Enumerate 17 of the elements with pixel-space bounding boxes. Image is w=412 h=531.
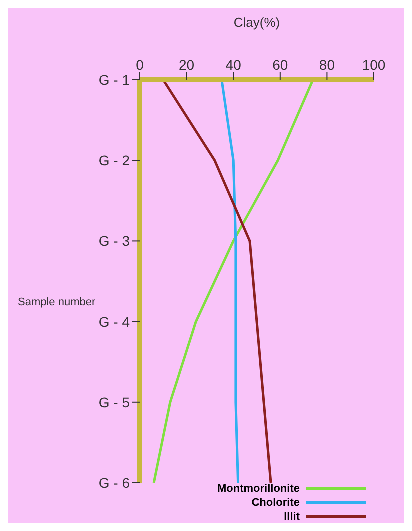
y-tick-label: G - 2 bbox=[98, 152, 130, 169]
y-tick-label: G - 5 bbox=[98, 394, 130, 410]
x-tick-label: 60 bbox=[272, 57, 288, 73]
y-tick-label: G - 3 bbox=[98, 233, 130, 250]
x-axis-title: Clay(%) bbox=[234, 15, 280, 30]
series-label: Cholorite bbox=[252, 497, 300, 509]
text: Illit bbox=[284, 511, 300, 523]
text: Montmorillonite bbox=[218, 483, 300, 495]
y-tick-label: G - 6 bbox=[98, 474, 130, 491]
x-tick-label: 80 bbox=[319, 57, 336, 73]
x-tick-label: 100 bbox=[362, 57, 386, 73]
y-tick-label: G - 1 bbox=[98, 72, 130, 88]
y-axis-title: Sample number bbox=[18, 296, 96, 308]
x-tick-label: 20 bbox=[179, 57, 195, 73]
x-tick-label: 0 bbox=[136, 57, 144, 73]
x-tick-label: 40 bbox=[226, 57, 242, 73]
y-tick-label: G - 4 bbox=[98, 314, 130, 330]
